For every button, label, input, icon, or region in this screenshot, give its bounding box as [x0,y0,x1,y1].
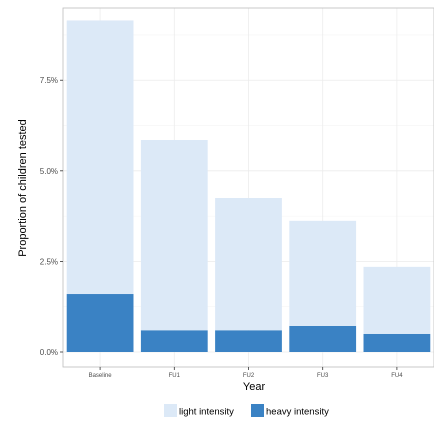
y-tick-label: 7.5% [40,76,58,85]
legend-label-heavy-intensity: heavy intensity [266,407,329,418]
bar-heavy-intensity-fu4 [363,333,431,352]
y-axis-title: Proportion of children tested [17,119,29,257]
bar-heavy-intensity-fu2 [215,330,282,352]
x-axis-title: Year [243,381,266,393]
x-axis: Baseline FU1 FU2 FU3 FU4 [89,367,403,379]
x-tick-label: FU3 [317,373,329,379]
bar-light-intensity-baseline [66,20,134,295]
legend-key-heavy-intensity [251,404,264,417]
bar-heavy-intensity-baseline [66,294,134,352]
y-axis: 0.0% 2.5% 5.0% 7.5% [40,76,63,357]
bar-heavy-intensity-fu1 [140,330,208,352]
x-tick-label: Baseline [89,373,113,379]
x-tick-label: FU2 [243,373,255,379]
bar-heavy-intensity-fu3 [289,325,357,352]
x-tick-label: FU4 [391,373,403,379]
y-tick-label: 5.0% [40,167,58,176]
y-tick-label: 2.5% [40,257,58,266]
bar-light-intensity-fu3 [289,220,357,326]
bar-light-intensity-fu4 [363,266,431,334]
legend-label-light-intensity: light intensity [179,407,234,418]
bar-light-intensity-fu1 [140,140,208,331]
plot-panel [62,7,434,368]
bar-light-intensity-fu2 [215,197,282,331]
legend-key-light-intensity [164,404,177,417]
x-tick-label: FU1 [169,373,181,379]
legend: light intensity heavy intensity [164,404,329,418]
bars [66,20,431,352]
y-tick-label: 0.0% [40,348,58,357]
